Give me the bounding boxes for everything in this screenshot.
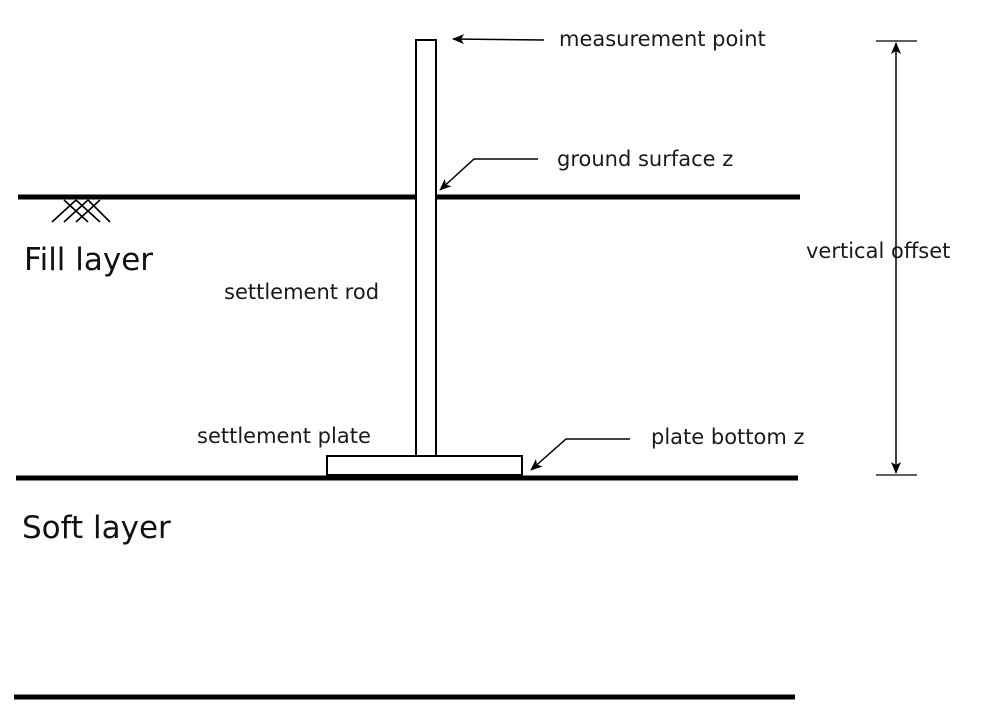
vertical-offset-dimension: [876, 40, 917, 476]
settlement-plate-label: settlement plate: [197, 424, 371, 448]
measurement-point-leader: [452, 34, 545, 45]
settlement-plate: [326, 455, 523, 476]
soft-layer-label: Soft layer: [22, 510, 171, 546]
plate-bottom-label: plate bottom z: [651, 425, 805, 449]
ground-surface-label: ground surface z: [557, 147, 733, 171]
plate-bottom-leader: [530, 438, 630, 471]
fill-layer-label: Fill layer: [24, 242, 153, 278]
settlement-rod: [415, 39, 437, 457]
ground-hatch-symbol: [51, 199, 111, 223]
settlement-rod-label: settlement rod: [224, 280, 379, 304]
ground-surface-leader: [439, 158, 538, 191]
measurement-point-label: measurement point: [559, 27, 766, 51]
vertical-offset-label: vertical offset: [806, 239, 950, 263]
